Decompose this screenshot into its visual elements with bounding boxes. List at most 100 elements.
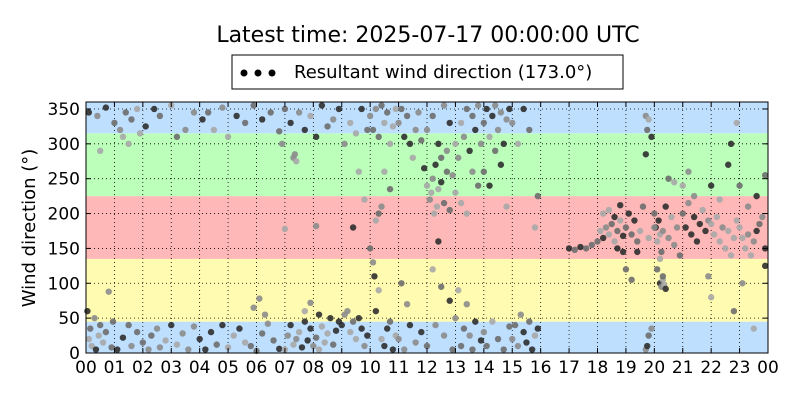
- y-tick-label: 350: [48, 100, 80, 120]
- data-point: [622, 266, 630, 273]
- data-point: [364, 332, 371, 339]
- data-point: [386, 140, 394, 148]
- data-point: [386, 318, 394, 325]
- data-point: [381, 168, 388, 175]
- data-point: [526, 126, 533, 134]
- data-point: [369, 259, 377, 266]
- data-point: [599, 210, 607, 217]
- data-point: [486, 133, 493, 141]
- data-point: [116, 126, 124, 134]
- data-point: [605, 231, 613, 238]
- data-point: [199, 116, 206, 123]
- data-point: [494, 335, 502, 343]
- x-tick-label: 15: [501, 358, 523, 378]
- data-point: [122, 109, 129, 116]
- data-point: [673, 224, 681, 231]
- data-point: [97, 321, 104, 329]
- data-point: [361, 196, 368, 203]
- data-point: [665, 175, 672, 182]
- data-point: [375, 287, 382, 294]
- data-point: [644, 126, 651, 134]
- data-point: [614, 227, 621, 235]
- data-point: [614, 245, 621, 252]
- legend-marker: [268, 69, 276, 77]
- data-point: [750, 325, 757, 332]
- data-point: [509, 335, 516, 343]
- data-point: [659, 273, 667, 280]
- data-point: [315, 346, 323, 353]
- x-tick-label: 18: [587, 358, 609, 378]
- data-point: [747, 252, 755, 259]
- data-point: [84, 307, 91, 315]
- data-point: [523, 339, 530, 346]
- data-point: [577, 243, 584, 251]
- data-point: [653, 238, 661, 245]
- data-point: [378, 102, 385, 109]
- data-point: [381, 342, 388, 350]
- x-tick-label: 06: [246, 358, 268, 378]
- y-tick-label: 50: [58, 309, 80, 329]
- data-point: [725, 227, 732, 235]
- legend-marker: [240, 69, 248, 77]
- data-point: [224, 344, 232, 351]
- data-point: [88, 342, 95, 350]
- data-point: [446, 297, 453, 304]
- data-point: [423, 126, 431, 134]
- data-point: [190, 323, 198, 330]
- data-point: [412, 339, 419, 346]
- data-point: [696, 220, 703, 228]
- data-point: [224, 133, 232, 141]
- data-point: [173, 341, 181, 348]
- data-point: [270, 337, 277, 344]
- data-point: [108, 344, 115, 351]
- data-point: [162, 337, 169, 344]
- data-point: [153, 325, 161, 332]
- data-point: [99, 339, 107, 346]
- data-point: [656, 255, 664, 263]
- data-point: [693, 238, 701, 245]
- data-point: [330, 116, 337, 123]
- data-point: [438, 178, 445, 186]
- data-point: [685, 168, 692, 175]
- data-point: [707, 182, 715, 189]
- data-point: [236, 325, 243, 332]
- data-point: [256, 295, 263, 302]
- data-point: [483, 105, 490, 113]
- data-point: [761, 172, 769, 179]
- data-point: [435, 140, 442, 148]
- data-point: [725, 161, 732, 168]
- data-point: [352, 130, 360, 137]
- x-tick-label: 22: [700, 358, 722, 378]
- x-tick-label: 14: [473, 358, 495, 378]
- chart-title: Latest time: 2025-07-17 00:00:00 UTC: [216, 23, 639, 48]
- data-point: [324, 123, 331, 130]
- data-point: [401, 346, 408, 353]
- data-point: [426, 196, 434, 203]
- data-point: [446, 206, 453, 214]
- x-tick-label: 13: [445, 358, 467, 378]
- data-point: [406, 321, 414, 329]
- data-point: [619, 248, 627, 256]
- data-point: [730, 234, 738, 242]
- data-point: [645, 116, 652, 123]
- data-point: [463, 210, 470, 217]
- data-point: [97, 147, 104, 155]
- data-point: [102, 104, 110, 111]
- data-point: [727, 252, 735, 259]
- data-point: [321, 339, 328, 346]
- data-point: [151, 105, 158, 113]
- data-point: [443, 168, 451, 175]
- data-point: [457, 119, 465, 127]
- data-point: [750, 238, 757, 245]
- plot-area: 00 01 02 03 04 05 06 07 08 09 10 11 12 13 14 15 16 17 18 19…: [48, 100, 779, 378]
- data-point: [429, 112, 436, 120]
- data-point: [500, 140, 507, 148]
- data-point: [349, 224, 357, 231]
- data-point: [281, 225, 289, 233]
- data-point: [278, 140, 286, 148]
- data-point: [430, 210, 438, 217]
- data-point: [463, 300, 470, 308]
- data-point: [662, 285, 669, 293]
- data-point: [611, 238, 618, 245]
- data-point: [109, 318, 117, 325]
